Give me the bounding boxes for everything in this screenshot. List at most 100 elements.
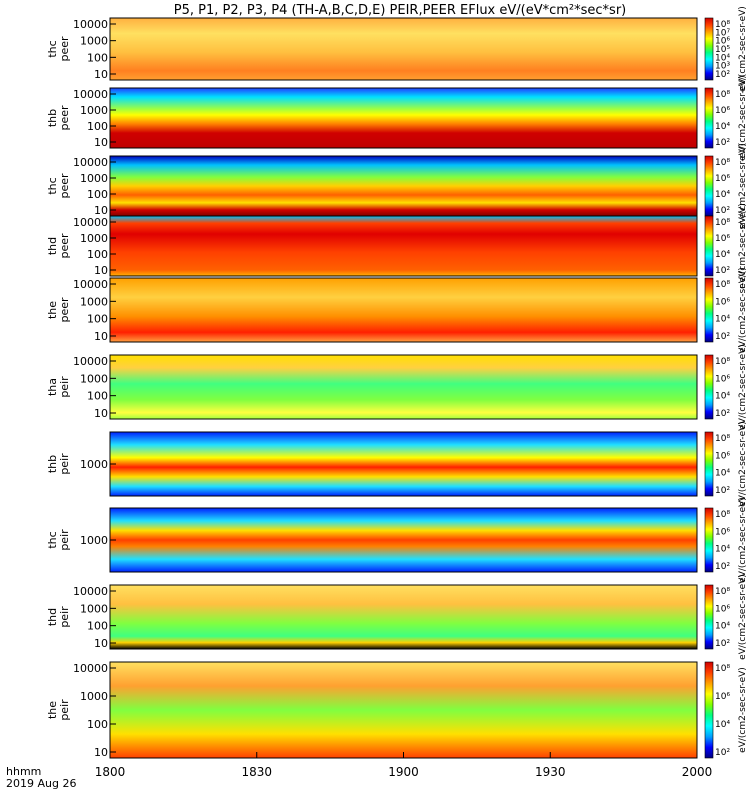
colorbar-tick-label: 10⁸	[715, 664, 730, 674]
colorbar-tick-label: 10²	[715, 206, 730, 216]
colorbar-tick-label: 10⁴	[715, 122, 730, 132]
y-tick-label: 1000	[80, 602, 108, 615]
y-tick-label: 10	[94, 68, 108, 81]
colorbar-label: eV/(cm2-sec-sr-eV)	[738, 497, 748, 583]
panel-ylabel: the	[46, 701, 59, 719]
spectrogram-image	[110, 662, 697, 758]
y-tick-label: 100	[87, 248, 108, 261]
date-label: 2019 Aug 26	[6, 777, 76, 790]
y-tick-label: 10	[94, 746, 108, 759]
y-tick-label: 10	[94, 637, 108, 650]
colorbar-tick-label: 10⁷	[715, 28, 730, 38]
colorbar-tick-label: 10⁸	[715, 158, 730, 168]
panel-ylabel: peir	[58, 529, 71, 551]
colorbar-tick-label: 10⁶	[715, 174, 730, 184]
panel-ylabel: thd	[46, 608, 59, 626]
colorbar-label: eV/(cm2-sec-sr-eV)	[738, 6, 748, 92]
y-tick-label: 10000	[73, 662, 108, 675]
colorbar-label: eV/(cm2-sec-sr-eV)	[738, 344, 748, 430]
x-tick-label: 2000	[682, 765, 713, 779]
colorbar-label: eV/(cm2-sec-sr-eV)	[738, 75, 748, 161]
colorbar-tick-label: 10⁸	[715, 90, 730, 100]
panel-frame	[109, 277, 698, 343]
panel-ylabel: peer	[58, 36, 71, 62]
colorbar-tick-label: 10²	[715, 332, 730, 342]
panel-ylabel: the	[46, 301, 59, 319]
colorbar-tick-label: 10⁴	[715, 190, 730, 200]
y-tick-label: 100	[87, 390, 108, 403]
y-tick-label: 10	[94, 136, 108, 149]
y-tick-label: 10000	[73, 216, 108, 229]
panel-7: 1000 thb peir 10⁸ 10⁶ 10⁴ 10² eV/(cm2-sec-sr-eV…	[46, 421, 748, 507]
panel-ylabel: thc	[46, 531, 59, 548]
panel-3: 10000 1000 100 10 thc peer 10⁸ 10⁶ 10⁴ 10² eV/(cm2…	[46, 143, 748, 229]
colorbar-tick-label: 10⁴	[715, 469, 730, 479]
y-tick-label: 10000	[73, 355, 108, 368]
colorbar-label: eV/(cm2-sec-sr-eV)	[738, 267, 748, 353]
spectrogram-image	[110, 508, 697, 572]
panel-6: 10000 1000 100 10 tha peir 10⁸ 10⁶ 10⁴ 10² eV/(cm2…	[46, 344, 748, 430]
colorbar-tick-label: 10⁵	[715, 45, 730, 55]
colorbar-tick-label: 10²	[715, 748, 730, 758]
panel-9: 10000 1000 100 10 thd peir 10⁸ 10⁶ 10⁴ 10² eV/(cm2…	[46, 574, 748, 660]
colorbar-tick-label: 10⁴	[715, 392, 730, 402]
panel-ylabel: peir	[58, 376, 71, 398]
colorbar	[704, 215, 714, 277]
y-tick-label: 10000	[73, 585, 108, 598]
panel-4: 10000 1000 100 10 thd peer 10⁸ 10⁶ 10⁴ 10² eV/(cm2…	[46, 203, 748, 289]
y-tick-label: 10000	[73, 278, 108, 291]
spectrogram-image	[110, 355, 697, 419]
spectrogram-image	[110, 156, 697, 216]
colorbar-tick-label: 10²	[715, 138, 730, 148]
colorbar-tick-label: 10⁴	[715, 315, 730, 325]
panel-10: 10000 1000 100 10 the peir 10⁸ 10⁶ 10⁴ 10² eV/(cm2…	[46, 661, 748, 759]
colorbar-tick-label: 10⁶	[715, 234, 730, 244]
y-tick-label: 1000	[80, 35, 108, 48]
colorbar-tick-label: 10⁶	[715, 527, 730, 537]
panel-ylabel: peer	[58, 173, 71, 199]
spectrogram-image	[110, 216, 697, 276]
colorbar	[704, 354, 714, 420]
colorbar-tick-label: 10⁶	[715, 374, 730, 384]
y-tick-label: 10000	[73, 88, 108, 101]
colorbar-tick-label: 10⁶	[715, 297, 730, 307]
panel-ylabel: peer	[58, 233, 71, 259]
panel-ylabel: peir	[58, 606, 71, 628]
colorbar-tick-label: 10²	[715, 409, 730, 419]
panel-frame	[109, 215, 698, 277]
colorbar	[704, 87, 714, 149]
y-tick-label: 10	[94, 204, 108, 217]
panel-5: 10000 1000 100 10 the peer 10⁸ 10⁶ 10⁴ 10² eV/(cm2…	[46, 267, 748, 353]
colorbar-tick-label: 10⁶	[715, 692, 730, 702]
colorbar-label: eV/(cm2-sec-sr-eV)	[738, 203, 748, 289]
y-tick-label: 100	[87, 188, 108, 201]
panel-ylabel: thb	[46, 109, 59, 127]
panel-ylabel: peer	[58, 297, 71, 323]
panel-ylabel: thd	[46, 237, 59, 255]
colorbar-tick-label: 10³	[715, 62, 730, 72]
colorbar-tick-label: 10²	[715, 266, 730, 276]
x-axis: 1800 1830 1900 1930 2000	[95, 752, 713, 779]
panel-2: 10000 1000 100 10 thb peer 10⁸ 10⁶ 10⁴ 10² eV/(cm2…	[46, 75, 748, 161]
colorbar	[704, 17, 714, 81]
time-unit-label: hhmm	[6, 765, 41, 778]
panel-ylabel: tha	[46, 378, 59, 396]
colorbar	[704, 431, 714, 497]
panel-ylabel: thc	[46, 177, 59, 194]
colorbar-tick-label: 10⁴	[715, 53, 730, 63]
y-tick-label: 10	[94, 407, 108, 420]
colorbar-label: eV/(cm2-sec-sr-eV)	[738, 667, 748, 753]
y-tick-label: 10000	[73, 156, 108, 169]
y-tick-label: 1000	[80, 104, 108, 117]
y-tick-label: 1000	[80, 372, 108, 385]
panel-ylabel: thc	[46, 40, 59, 57]
colorbar-label: eV/(cm2-sec-sr-eV)	[738, 574, 748, 660]
colorbar	[704, 507, 714, 573]
colorbar-tick-label: 10⁶	[715, 37, 730, 47]
colorbar-tick-label: 10⁸	[715, 20, 730, 30]
y-tick-label: 1000	[80, 172, 108, 185]
colorbar	[704, 661, 714, 759]
panel-ylabel: peir	[58, 699, 71, 721]
